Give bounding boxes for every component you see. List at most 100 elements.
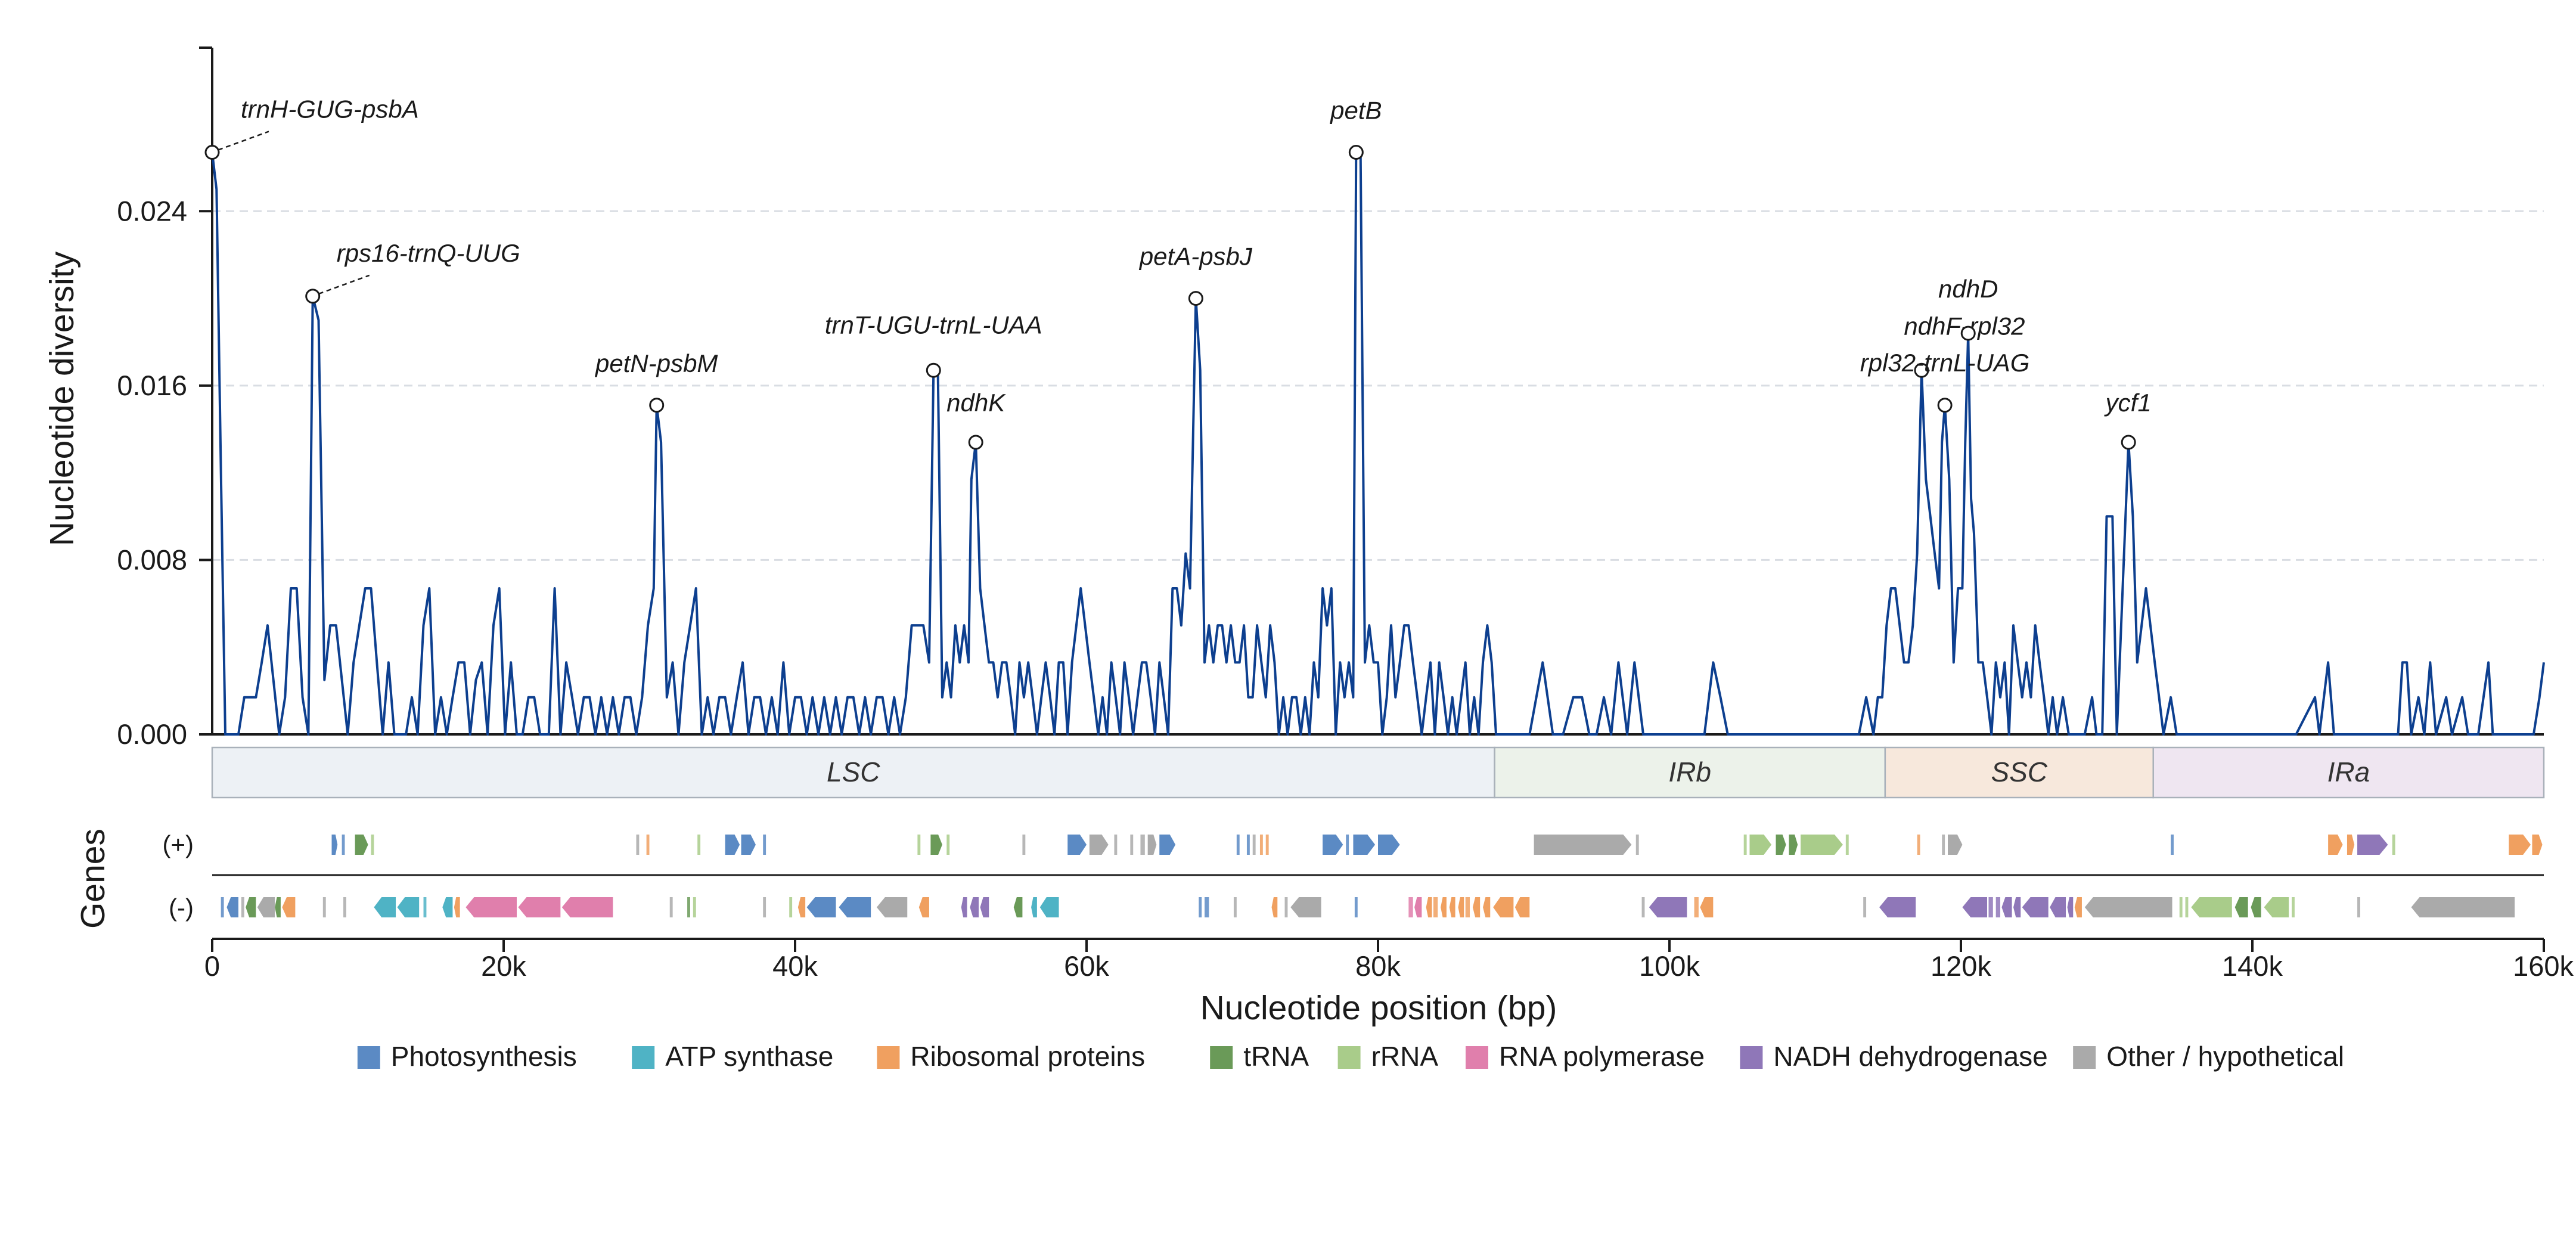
y-tick-label: 0.016 [117, 370, 187, 401]
gene-minus [1641, 897, 1645, 917]
gene-minus [257, 897, 275, 917]
gene-minus [970, 897, 979, 917]
gene-minus [1408, 897, 1413, 917]
gene-plus [1114, 835, 1118, 855]
peak-label: ycf1 [2104, 389, 2152, 417]
gridlines [212, 210, 2544, 561]
gene-minus [374, 897, 396, 917]
gene-minus [1414, 897, 1422, 917]
gene-minus [442, 897, 453, 917]
x-axis-label: Nucleotide position (bp) [1200, 989, 1557, 1027]
legend-swatch [2073, 1046, 2096, 1069]
peak-marker [1348, 145, 1364, 160]
y-tick-label: 0.000 [117, 718, 187, 750]
gene-minus [693, 897, 696, 917]
region-band [1494, 746, 1886, 799]
gene-minus [1472, 897, 1481, 917]
y-tick-label: 0.024 [117, 195, 187, 227]
gene-minus [2067, 897, 2074, 917]
gene-plus [1743, 835, 1747, 855]
legend-swatch [877, 1046, 900, 1069]
gene-minus [687, 897, 690, 917]
peak-label: petA-psbJ [1138, 243, 1253, 271]
gene-plus [1346, 835, 1349, 855]
peak-marker [1914, 362, 1929, 378]
diversity-line [211, 151, 2545, 736]
x-tick-label: 20k [481, 950, 526, 982]
gene-minus [1039, 897, 1059, 917]
axes: 0.000 0.008 0.016 0.024 0 20k 40k 60k 80k 100k 120… [117, 46, 2574, 982]
x-tick-label: 80k [1355, 950, 1401, 982]
gene-plus [342, 835, 345, 855]
gene-minus [876, 897, 908, 917]
gene-minus [226, 897, 239, 917]
legend-label: ATP synthase [665, 1041, 833, 1072]
gene-minus [2251, 897, 2261, 917]
region-label: LSC [827, 756, 880, 787]
peak-marker [2121, 435, 2136, 450]
gene-minus [1354, 897, 1358, 917]
genes-track-label: Genes [74, 829, 112, 929]
x-tick-label: 0 [204, 950, 220, 982]
gene-plus [2357, 835, 2388, 855]
gene-minus [1700, 897, 1714, 917]
gene-plus [1236, 835, 1240, 855]
gene-plus [1942, 835, 1945, 855]
legend-swatch [357, 1046, 380, 1069]
gene-minus [2411, 897, 2515, 917]
peak-annotations: trnH-GUG-psbA rps16-trnQ-UUG petN-psbM trnT… [204, 95, 2152, 450]
gene-minus [669, 897, 673, 917]
gene-minus [2179, 897, 2183, 917]
gene-minus [561, 897, 613, 917]
legend-label: tRNA [1243, 1041, 1309, 1072]
gene-minus [1205, 897, 1209, 917]
gene-plus [1749, 835, 1772, 855]
legend-label: Ribosomal proteins [910, 1041, 1145, 1072]
x-tick-label: 160k [2513, 950, 2574, 982]
gene-plus [331, 835, 338, 855]
gene-tracks [212, 835, 2544, 917]
gene-plus [1635, 835, 1639, 855]
peak-marker [1960, 325, 1976, 341]
gene-minus [1441, 897, 1447, 917]
gene-minus [1199, 897, 1202, 917]
gene-minus [2013, 897, 2021, 917]
gene-minus [1465, 897, 1470, 917]
peak-label: rps16-trnQ-UUG [337, 239, 520, 267]
gene-minus [241, 897, 244, 917]
gene-minus [2050, 897, 2066, 917]
peak-label: trnH-GUG-psbA [241, 95, 419, 123]
gene-plus [2509, 835, 2531, 855]
gene-minus [2264, 897, 2289, 917]
gene-plus [946, 835, 950, 855]
gene-minus [839, 897, 871, 917]
diversity-series [211, 151, 2545, 736]
gene-plus [1259, 835, 1263, 855]
gene-plus [1323, 835, 1343, 855]
gene-minus [918, 897, 929, 917]
region-band [211, 746, 1495, 799]
gene-minus [1988, 897, 1993, 917]
region-band [1884, 746, 2154, 799]
genome-regions: LSC IRb SSC IRa [211, 746, 2545, 799]
legend-swatch [1740, 1046, 1763, 1069]
peak-label: trnT-UGU-trnL-UAA [825, 311, 1042, 339]
gene-plus [697, 835, 701, 855]
gene-plus [1789, 835, 1798, 855]
gene-minus [2234, 897, 2248, 917]
minus-strand-label: (-) [169, 894, 194, 922]
gene-minus [2191, 897, 2232, 917]
gene-minus [1433, 897, 1438, 917]
x-tick-label: 120k [1931, 950, 1991, 982]
gene-minus [1995, 897, 2001, 917]
gene-minus [2001, 897, 2012, 917]
gene-plus [2328, 835, 2343, 855]
peak-label: ndhK [946, 389, 1006, 417]
legend-label: Photosynthesis [391, 1041, 577, 1072]
gene-plus [1252, 835, 1256, 855]
gene-minus [1013, 897, 1023, 917]
gene-minus [806, 897, 836, 917]
gene-plus [2392, 835, 2395, 855]
gene-minus [1863, 897, 1867, 917]
peak-label: rpl32-trnL-UAG [1860, 349, 2030, 377]
